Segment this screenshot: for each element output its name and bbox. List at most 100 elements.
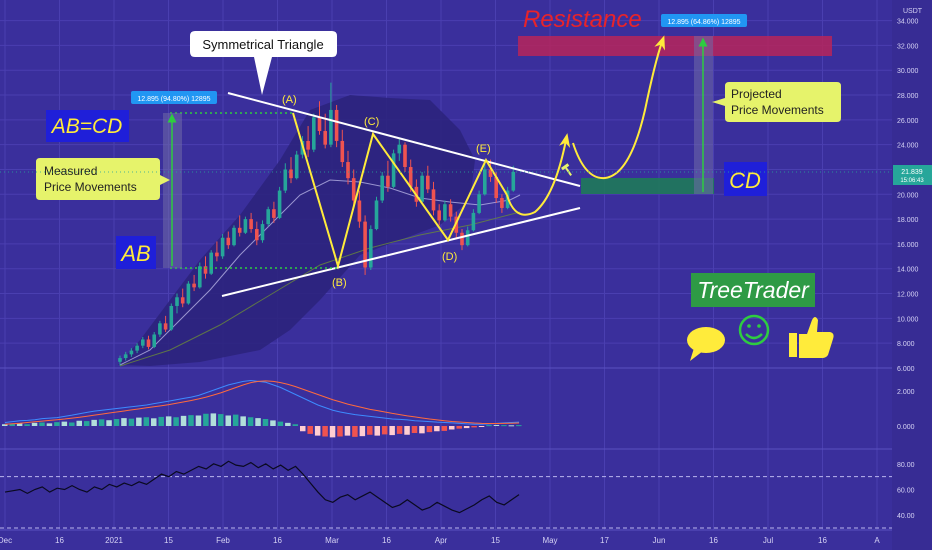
- candle-body: [340, 140, 345, 163]
- candle: [431, 181, 436, 216]
- candle-body: [448, 204, 453, 217]
- candle: [306, 126, 310, 158]
- candle-body: [123, 354, 128, 359]
- candlesticks: [118, 82, 516, 366]
- candle: [192, 274, 196, 292]
- price-channel-band: [118, 95, 475, 366]
- badge-left-text: 12.895 (94.80%) 12895: [137, 96, 210, 103]
- macd-bar: [307, 426, 313, 434]
- candle-body: [488, 169, 493, 177]
- macd-bar: [128, 418, 135, 426]
- candle-body: [283, 169, 288, 191]
- candle: [277, 186, 282, 220]
- candle-body: [141, 339, 145, 346]
- macd-line: [4, 379, 520, 425]
- time-tick-label: 16: [55, 536, 64, 545]
- candle: [260, 220, 265, 243]
- measured-line2: Price Movements: [44, 180, 137, 194]
- macd-bar: [61, 421, 68, 426]
- candle: [243, 216, 248, 235]
- candle-body: [255, 229, 259, 241]
- candle-body: [152, 334, 156, 347]
- time-axis[interactable]: Dec 16 2021 15 Feb 16 Mar 16 Apr 15 May 17 Jun 16 Jul 1…: [0, 536, 880, 545]
- macd-bar: [2, 424, 8, 426]
- price-tick-label: 12.000: [897, 292, 919, 299]
- last-price-tag: [893, 165, 932, 185]
- last-price-value: 21.839: [901, 169, 923, 176]
- candle-body: [386, 175, 390, 187]
- moving-average-fast: [119, 179, 521, 366]
- projected-callout: Projected Price Movements: [712, 82, 841, 122]
- brand-label: TreeTrader: [697, 277, 810, 303]
- macd-bar: [24, 424, 30, 426]
- candle-body: [460, 232, 464, 246]
- macd-bar: [188, 415, 194, 426]
- candle: [471, 209, 476, 232]
- macd-bar: [16, 423, 23, 426]
- macd-bar: [98, 419, 105, 426]
- candle-body: [237, 227, 242, 233]
- macd-bar: [359, 426, 366, 437]
- wave-label-c: (C): [364, 116, 379, 128]
- macd-bar: [456, 426, 462, 429]
- badge-right: [661, 14, 747, 27]
- resistance-label: Resistance: [523, 6, 642, 33]
- candle-body: [294, 154, 299, 179]
- price-tick-label: 32.000: [897, 43, 919, 50]
- candle-body: [129, 350, 134, 355]
- candle: [380, 171, 384, 203]
- candle: [391, 149, 396, 189]
- time-tick-label: 16: [382, 536, 391, 545]
- candle-body: [374, 200, 379, 230]
- candle: [426, 165, 430, 194]
- candle-body: [494, 176, 498, 199]
- candle: [220, 234, 225, 259]
- macd-bar: [83, 421, 90, 426]
- candle: [123, 351, 128, 361]
- macd-bar: [240, 416, 246, 426]
- candle-body: [175, 297, 179, 306]
- currency-label: USDT: [903, 8, 923, 15]
- candle: [135, 343, 139, 354]
- candle-body: [226, 237, 231, 246]
- candle: [237, 215, 242, 237]
- candle: [198, 262, 202, 289]
- brand-box: [691, 273, 815, 307]
- resistance-zone: [518, 36, 832, 56]
- candle: [186, 281, 191, 305]
- wave-label-e: (E): [476, 143, 491, 155]
- projection-path-short: [506, 133, 571, 216]
- candle-body: [169, 305, 174, 330]
- price-tick-label: 30.000: [897, 68, 919, 75]
- candle: [403, 142, 407, 172]
- candle-body: [198, 266, 202, 288]
- candle-body: [397, 144, 402, 154]
- price-tick-label: 16.000: [897, 242, 919, 249]
- candle-body: [146, 339, 151, 347]
- candle-body: [192, 283, 196, 288]
- candle-body: [477, 194, 481, 213]
- candle: [374, 196, 379, 231]
- macd-bar: [449, 426, 455, 430]
- candle-body: [317, 117, 322, 132]
- macd-tick-label: 2.000: [897, 389, 915, 396]
- time-tick-label: 16: [273, 536, 282, 545]
- macd-bar: [352, 426, 358, 437]
- candle-body: [260, 224, 265, 241]
- macd-bar: [404, 426, 410, 435]
- candle-body: [369, 229, 373, 268]
- macd-bar: [322, 426, 328, 437]
- macd-bar: [69, 422, 75, 426]
- candle: [483, 163, 487, 196]
- time-tick-label: Jul: [763, 536, 773, 545]
- rsi-tick-label: 60.00: [897, 488, 915, 495]
- ab-equals-cd-box: [46, 110, 129, 142]
- candle: [118, 355, 122, 366]
- macd-bar: [46, 423, 53, 426]
- candle-body: [437, 210, 441, 221]
- macd-bar: [113, 419, 120, 426]
- macd-bar: [136, 417, 142, 426]
- triangle-lower-trendline: [221, 207, 581, 297]
